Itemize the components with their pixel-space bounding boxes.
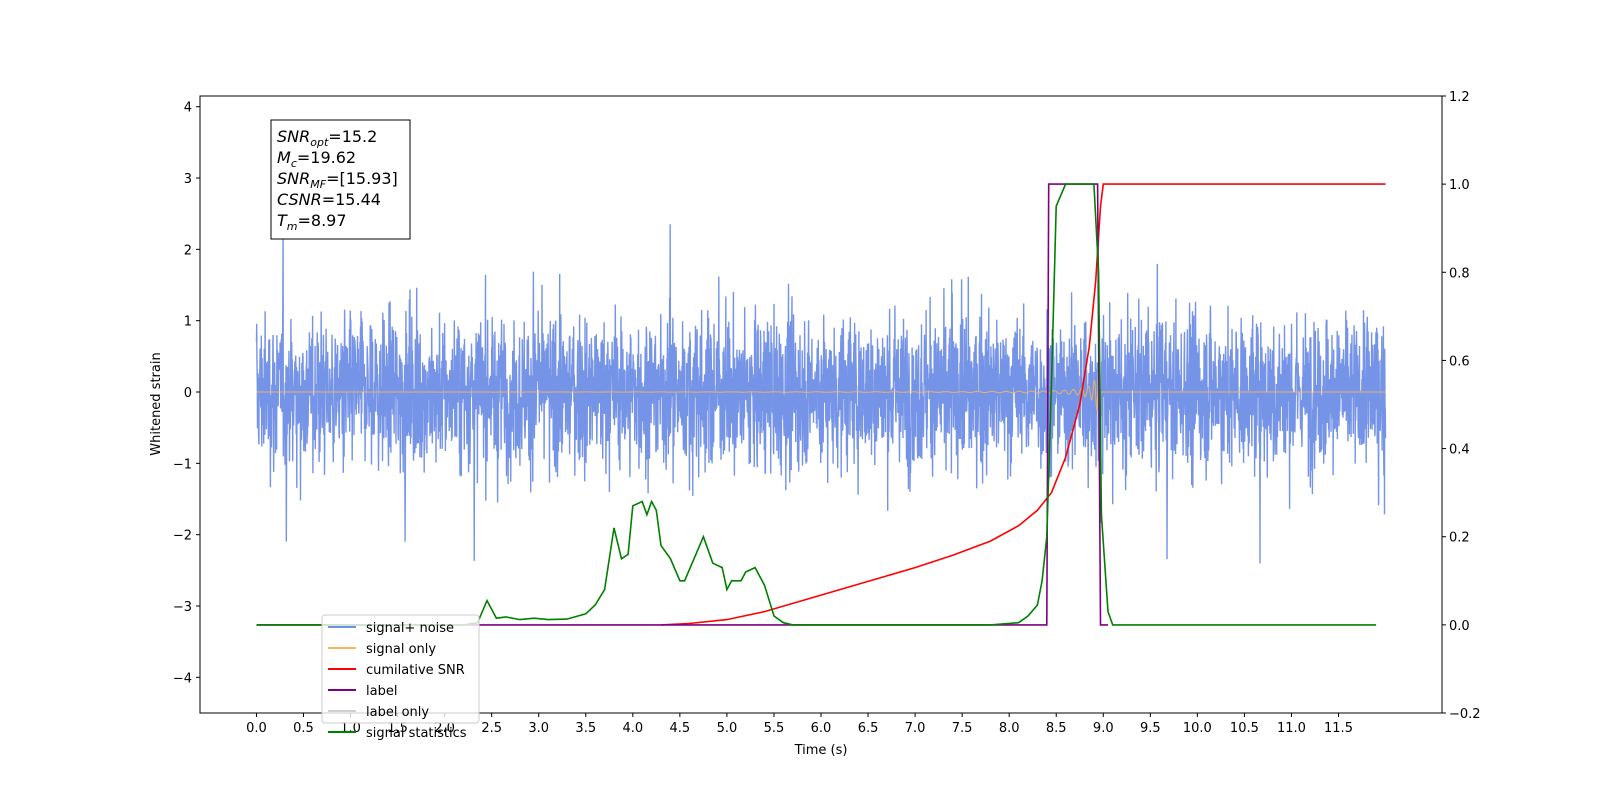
x-tick-label: 6.5 <box>858 721 879 736</box>
annotation-line: SNRMF=[15.93] <box>277 169 398 191</box>
y2-tick-label: 0.8 <box>1449 266 1470 281</box>
x-tick-label: 5.5 <box>764 721 785 736</box>
y-tick-label: −1 <box>173 457 192 472</box>
y-tick-label: −2 <box>173 529 192 544</box>
x-tick-label: 8.0 <box>999 721 1020 736</box>
x-tick-label: 7.5 <box>952 721 973 736</box>
y-tick-label: 1 <box>184 315 192 330</box>
y2-tick-label: 0.0 <box>1449 619 1470 634</box>
y-tick-label: −3 <box>173 600 192 615</box>
legend-label: signal only <box>366 642 436 657</box>
x-tick-label: 11.0 <box>1277 721 1306 736</box>
x-tick-label: 2.5 <box>481 721 502 736</box>
annotation-frame <box>270 119 411 240</box>
x-tick-label: 4.0 <box>622 721 643 736</box>
y2-tick-label: 1.2 <box>1449 90 1470 105</box>
annotation-line: Tm=8.97 <box>277 211 347 233</box>
x-tick-label: 9.5 <box>1140 721 1161 736</box>
y2-tick-label: 0.6 <box>1449 354 1470 369</box>
x-axis: 0.0 0.5 1.0 1.5 2.0 2.5 3.0 3.5 4.0 4.5 5.0 5.5 6.0 6… <box>246 713 1353 736</box>
y-axis-right: −0.2 0.0 0.2 0.4 0.6 0.8 1.0 1.2 <box>1442 90 1481 722</box>
y2-tick-label: −0.2 <box>1449 707 1481 722</box>
annotation-line: Mc=19.62 <box>277 148 356 170</box>
x-axis-label: Time (s) <box>794 743 848 758</box>
x-tick-label: 10.5 <box>1230 721 1259 736</box>
y-tick-label: 4 <box>184 101 192 116</box>
legend-frame <box>321 614 480 724</box>
y-axis-label: Whitened strain <box>149 352 164 455</box>
x-tick-label: 6.0 <box>811 721 832 736</box>
y-axis-left: −4 −3 −2 −1 0 1 2 3 4 <box>173 101 200 686</box>
legend-label: label <box>366 684 397 699</box>
legend-label: cumilative SNR <box>366 663 465 678</box>
x-tick-label: 3.5 <box>575 721 596 736</box>
x-tick-label: 11.5 <box>1324 721 1353 736</box>
x-tick-label: 1.5 <box>387 721 408 736</box>
series-cumulative-snr <box>660 183 1386 626</box>
legend-label: label only <box>366 705 429 720</box>
x-tick-label: 2.0 <box>434 721 455 736</box>
series-layer <box>255 183 1387 626</box>
x-tick-label: 3.0 <box>528 721 549 736</box>
x-tick-label: 7.0 <box>905 721 926 736</box>
series-signal-statistics <box>256 183 1377 626</box>
x-tick-label: 0.0 <box>246 721 267 736</box>
x-tick-label: 5.0 <box>717 721 738 736</box>
y2-tick-label: 0.4 <box>1449 443 1470 458</box>
legend-label: signal statistics <box>366 726 467 741</box>
legend-label: signal+ noise <box>366 621 454 636</box>
annotation-line: CSNR=15.44 <box>277 190 381 209</box>
annotation-box: SNRopt=15.2Mc=19.62SNRMF=[15.93]CSNR=15.… <box>270 119 411 240</box>
y2-tick-label: 1.0 <box>1449 178 1470 193</box>
series-signal-noise <box>255 224 1387 564</box>
x-tick-label: 4.5 <box>670 721 691 736</box>
series-signal-only <box>256 359 1386 466</box>
x-tick-label: 10.0 <box>1183 721 1212 736</box>
legend: signal+ noise signal only cumilative SNR la… <box>321 614 480 741</box>
annotation-line: SNRopt=15.2 <box>277 127 377 149</box>
x-tick-label: 0.5 <box>293 721 314 736</box>
y-tick-label: 3 <box>184 172 192 187</box>
y-tick-label: 2 <box>184 243 192 258</box>
y-tick-label: 0 <box>184 386 192 401</box>
y-tick-label: −4 <box>173 671 192 686</box>
x-tick-label: 9.0 <box>1093 721 1114 736</box>
y2-tick-label: 0.2 <box>1449 531 1470 546</box>
x-tick-label: 8.5 <box>1046 721 1067 736</box>
